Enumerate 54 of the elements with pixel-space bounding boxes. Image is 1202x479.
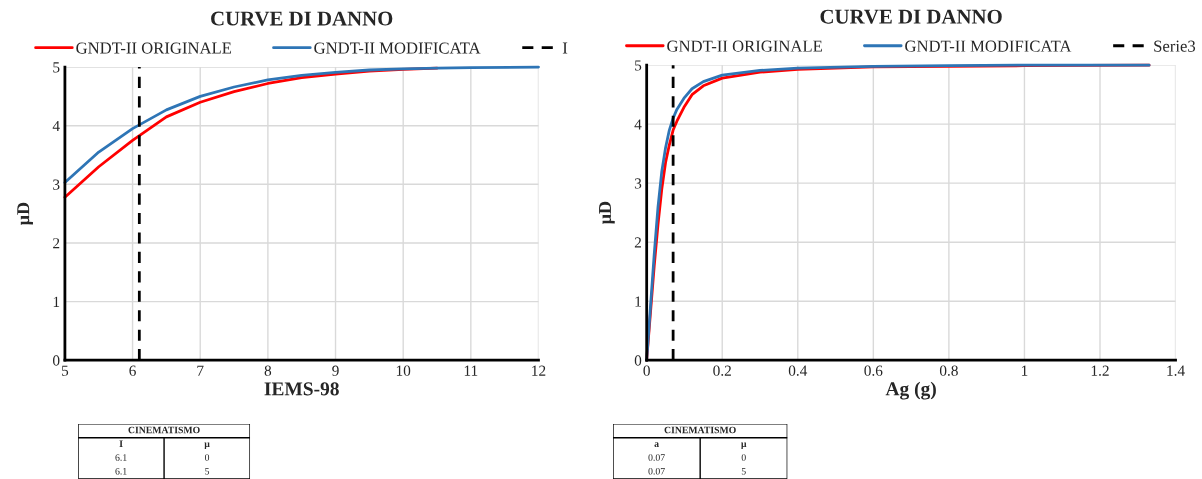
x-tick-label: 0 xyxy=(643,365,650,376)
x-tick-label: 0.8 xyxy=(939,365,958,376)
x-tick-label: 7 xyxy=(197,365,204,376)
y-tick-label: 4 xyxy=(634,119,642,130)
x-tick-label: 1.4 xyxy=(1167,365,1185,376)
legend-label: I xyxy=(562,42,568,54)
y-tick-label: 1 xyxy=(635,296,641,307)
y-tick-label: 4 xyxy=(52,120,60,131)
legend-label: GNDT-II ORIGINALE xyxy=(667,40,822,52)
legend-label: GNDT-II MODIFICATA xyxy=(905,40,1072,52)
y-axis-title: µD xyxy=(17,202,33,226)
x-tick-label: 1 xyxy=(1021,365,1028,376)
text: 6.1 xyxy=(115,454,127,461)
x-tick-label: 1.2 xyxy=(1091,365,1109,376)
text: 0.07 xyxy=(648,454,665,461)
y-tick-label: 5 xyxy=(53,62,60,73)
x-tick-label: 10 xyxy=(396,365,411,376)
text: 0.07 xyxy=(648,467,665,475)
text: 6.1 xyxy=(115,468,127,475)
text: µ xyxy=(741,442,747,449)
x-tick-label: 0.2 xyxy=(713,365,731,376)
x-tick-label: 0.4 xyxy=(788,365,808,376)
text: a xyxy=(654,442,659,448)
x-tick-label: 5 xyxy=(61,365,69,376)
y-tick-label: 0 xyxy=(52,355,60,366)
x-tick-label: 6 xyxy=(129,365,136,376)
y-tick-label: 3 xyxy=(53,179,60,190)
text: 5 xyxy=(741,468,746,475)
chart-title: CURVE DI DANNO xyxy=(820,9,1002,24)
x-tick-label: 9 xyxy=(332,365,339,376)
x-tick-label: 0.6 xyxy=(864,365,883,376)
chart-title: CURVE DI DANNO xyxy=(211,11,393,26)
x-tick-label: 11 xyxy=(464,365,478,376)
text: 0 xyxy=(741,454,746,461)
legend-label: Serie3 xyxy=(1154,40,1196,52)
text: µ xyxy=(204,442,210,449)
text: CINEMATISMO xyxy=(128,426,200,434)
y-tick-label: 0 xyxy=(634,355,642,366)
y-tick-label: 2 xyxy=(634,237,641,248)
x-tick-label: 8 xyxy=(264,365,272,376)
legend-label: GNDT-II MODIFICATA xyxy=(314,42,481,54)
y-tick-label: 1 xyxy=(53,296,60,307)
text: 0 xyxy=(204,454,210,461)
text: CINEMATISMO xyxy=(664,426,736,434)
text: I xyxy=(119,440,123,447)
y-tick-label: 3 xyxy=(634,178,642,189)
x-tick-label: 12 xyxy=(532,365,546,376)
x-axis-title: IEMS-98 xyxy=(264,382,339,396)
text: 5 xyxy=(205,468,210,475)
y-axis-title: µD xyxy=(599,201,615,225)
x-axis-title: Ag (g) xyxy=(885,381,936,400)
legend-label: GNDT-II ORIGINALE xyxy=(76,42,232,54)
y-tick-label: 5 xyxy=(635,60,642,71)
y-tick-label: 2 xyxy=(53,238,60,249)
